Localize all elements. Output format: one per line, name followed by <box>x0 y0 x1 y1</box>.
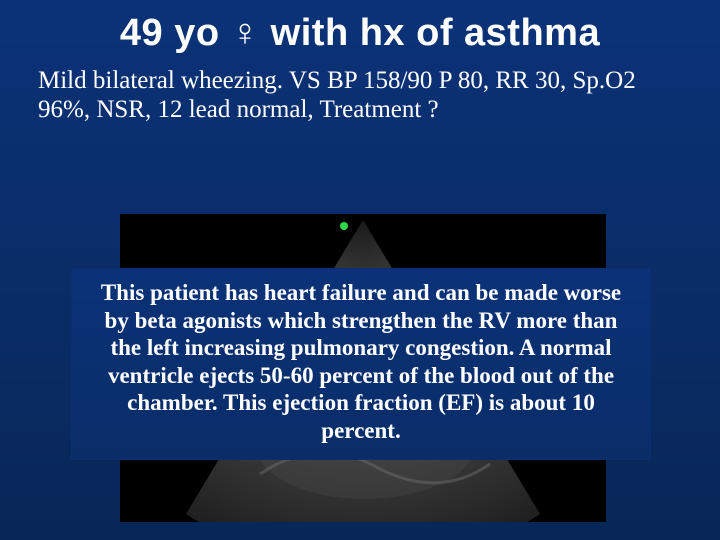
probe-marker-icon <box>340 222 348 230</box>
explanation-overlay: This patient has heart failure and can b… <box>71 268 651 460</box>
slide: 49 yo ♀ with hx of asthma Mild bilateral… <box>0 0 720 540</box>
slide-title: 49 yo ♀ with hx of asthma <box>38 12 682 56</box>
explanation-text: This patient has heart failure and can b… <box>90 279 632 445</box>
slide-body-text: Mild bilateral wheezing. VS BP 158/90 P … <box>38 66 682 125</box>
